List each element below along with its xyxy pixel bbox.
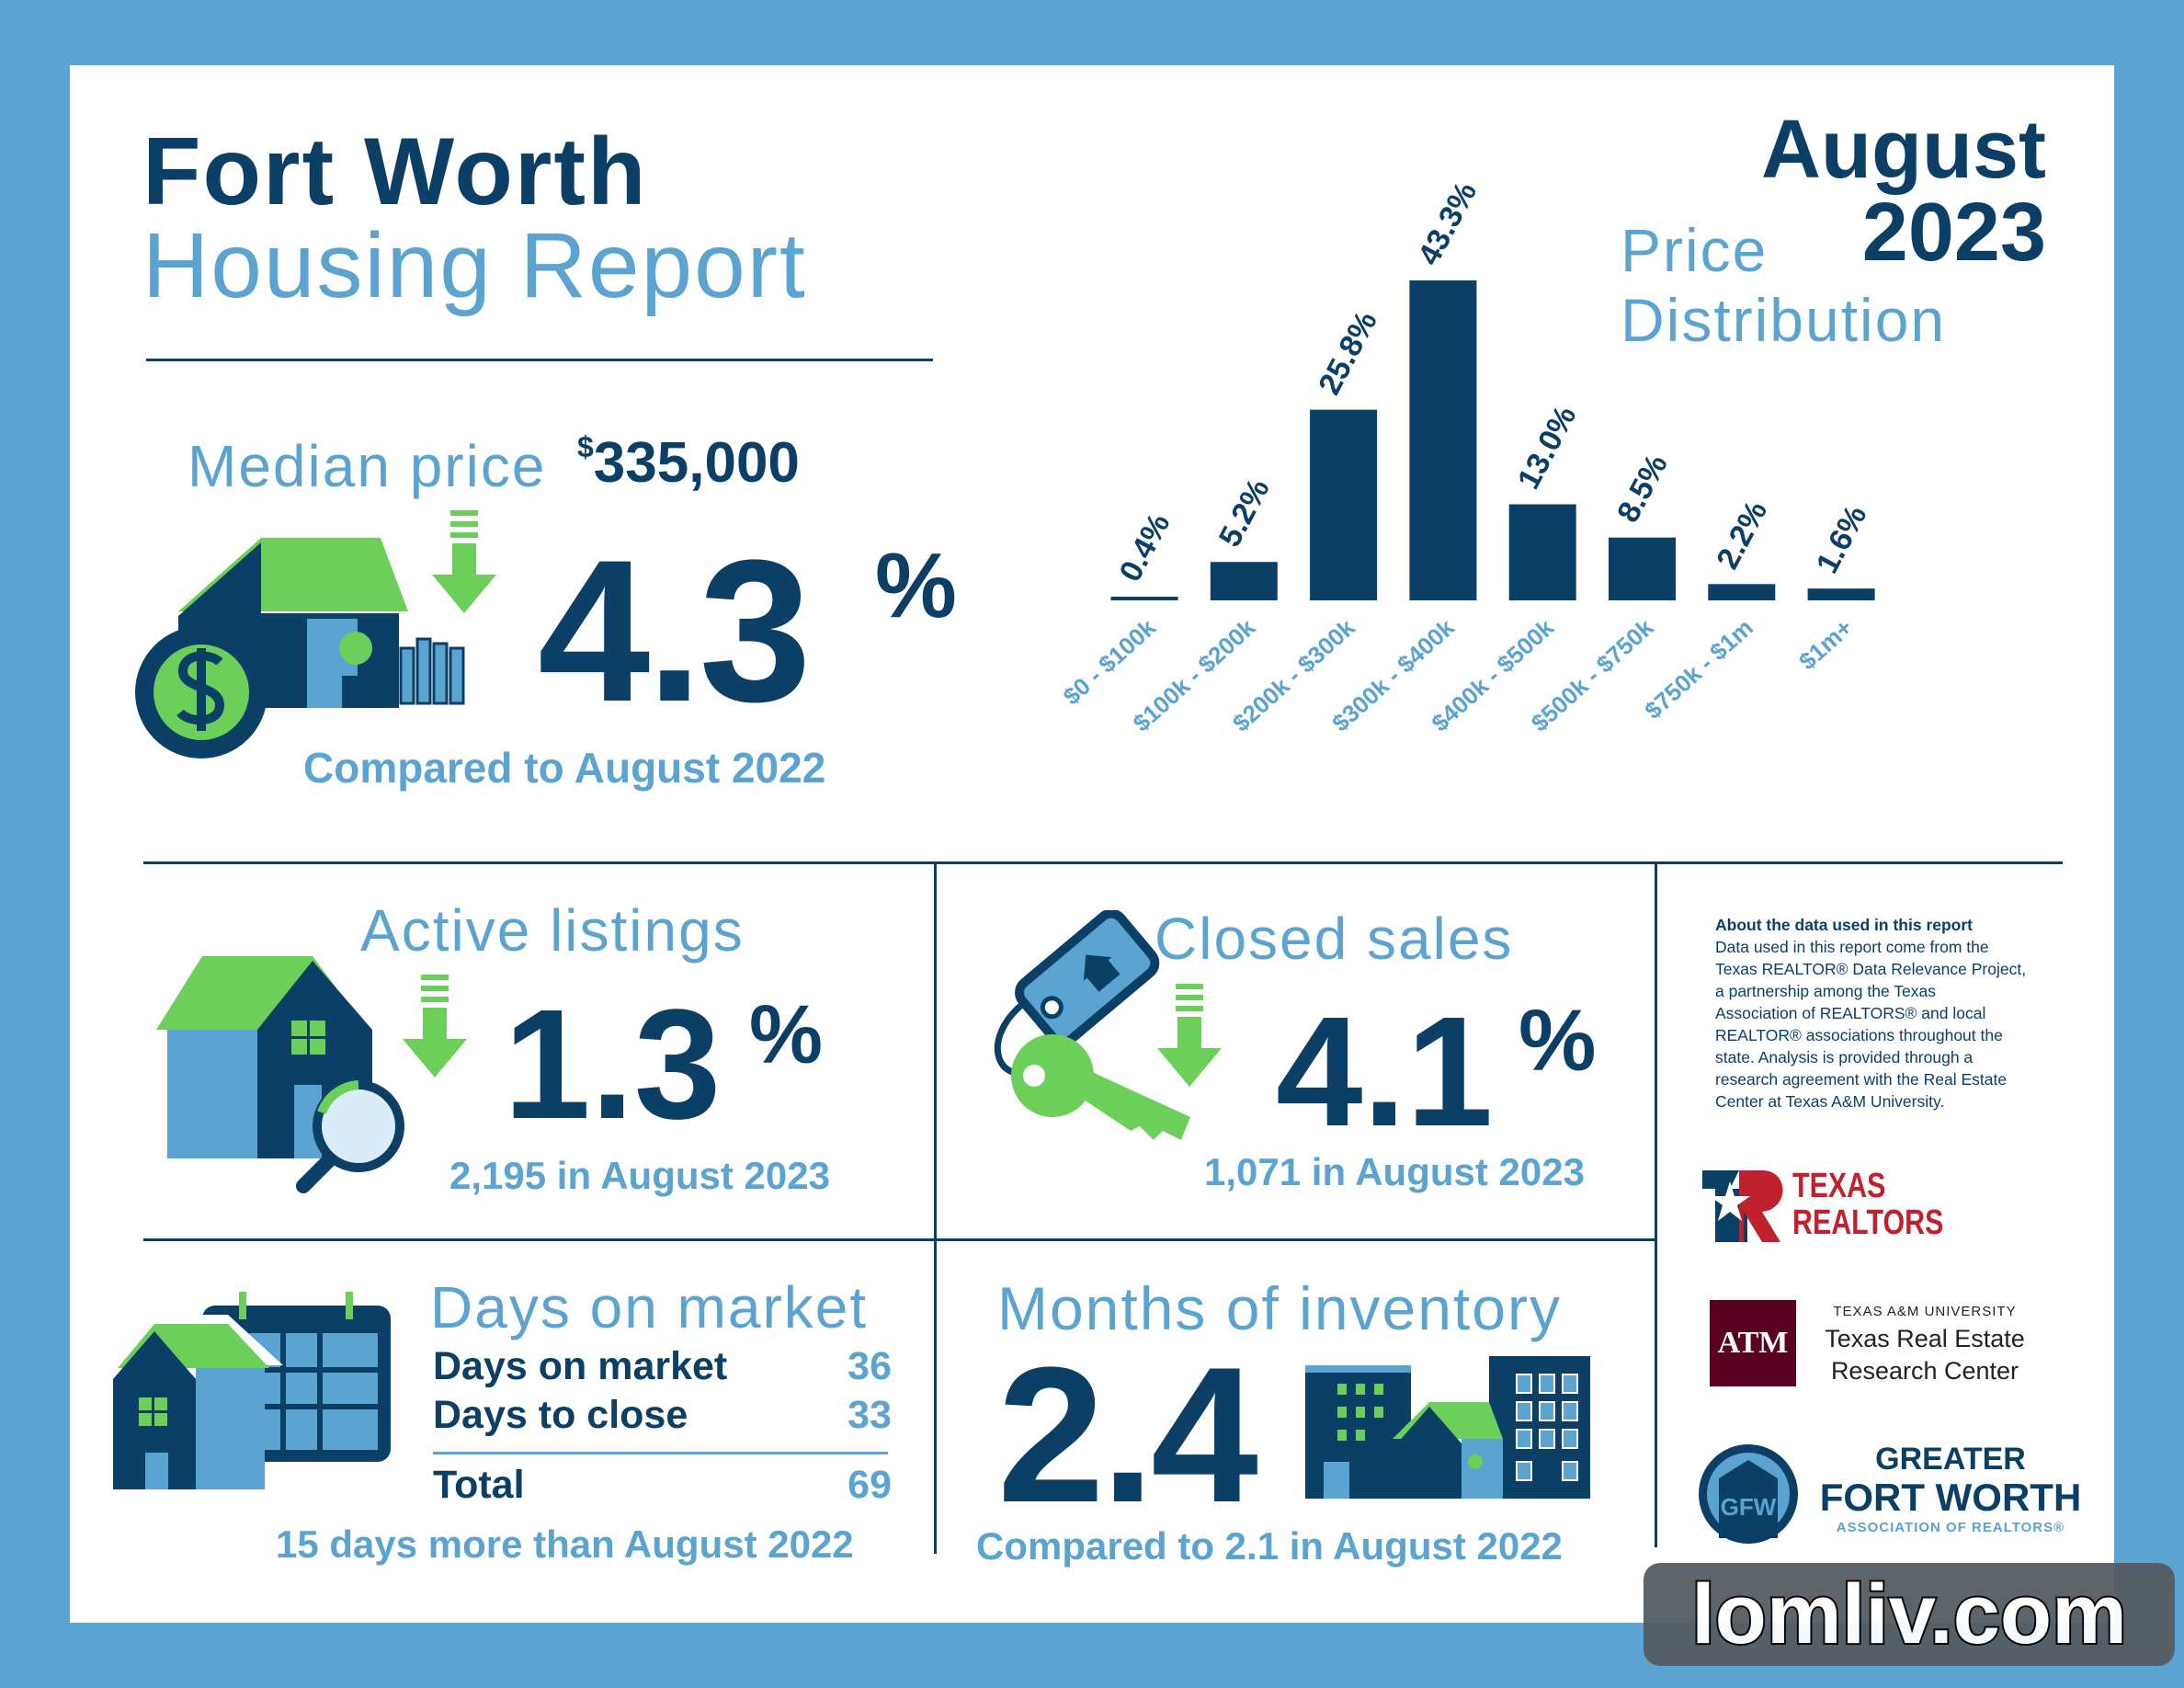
watermark: lomliv.com	[1644, 1563, 2175, 1666]
chart-title-line1: Price	[1621, 216, 1769, 284]
down-arrow-icon	[1157, 984, 1222, 1087]
tamu-line1: Texas Real Estate	[1825, 1325, 2025, 1352]
gfw-logo-mark: GFW	[1699, 1444, 1798, 1544]
column-divider	[934, 862, 937, 1554]
bar	[1110, 597, 1178, 600]
active-listings-title: Active listings	[360, 897, 745, 964]
bar-value-label: 13.0%	[1511, 400, 1584, 495]
calendar-house-icon	[108, 1292, 391, 1489]
about-line: REALTOR® associations throughout the	[1715, 1026, 2003, 1044]
bar-value-label: 8.5%	[1610, 449, 1675, 528]
about-heading: About the data used in this report	[1715, 916, 1974, 934]
inventory-compare-text: Compared to 2.1 in August 2022	[976, 1524, 1563, 1568]
down-arrow-icon	[403, 975, 467, 1078]
section-divider	[143, 861, 2063, 864]
bar-value-label: 5.2%	[1212, 473, 1277, 553]
median-price-label: Median price	[188, 433, 547, 499]
column-divider	[1655, 862, 1657, 1547]
total-divider	[433, 1452, 888, 1454]
dom-note: 15 days more than August 2022	[276, 1523, 854, 1566]
about-line: Association of REALTORS® and local	[1715, 1004, 1986, 1022]
median-compare-text: Compared to August 2022	[303, 744, 826, 792]
gfw-line1: GREATER	[1875, 1442, 2026, 1477]
svg-text:GFW: GFW	[1721, 1493, 1777, 1521]
category-label: $750k - $1m	[1639, 613, 1758, 724]
about-data-block: About the data used in this report Data …	[1715, 914, 2065, 1112]
category-label: $0 - $100k	[1058, 613, 1162, 711]
closed-sales-title: Closed sales	[1155, 906, 1514, 972]
dom-row-value: 33	[847, 1393, 892, 1437]
bar	[1807, 588, 1875, 600]
house-search-icon	[156, 956, 404, 1193]
median-change-value: 4.3	[538, 518, 812, 744]
tamu-line2: Research Center	[1830, 1357, 2019, 1385]
dom-row-label: Total	[433, 1463, 525, 1507]
closed-change-value: 4.1	[1276, 985, 1494, 1159]
watermark-text: lomliv.com	[1689, 1566, 2129, 1663]
bar	[1609, 537, 1676, 600]
gfw-line3: ASSOCIATION OF REALTORS®	[1836, 1520, 2065, 1535]
bar-value-label: 0.4%	[1113, 508, 1177, 587]
city-title: Fort Worth	[142, 119, 648, 225]
report-year: 2023	[1861, 187, 2046, 279]
currency-symbol: $	[577, 430, 594, 463]
gfw-logo-text: GREATER FORT WORTH ASSOCIATION OF REALTO…	[1803, 1442, 2098, 1537]
title-divider	[146, 359, 933, 361]
bar-value-label: 1.6%	[1810, 500, 1874, 579]
tamu-logo-text: TEXAS A&M UNIVERSITY Texas Real Estate R…	[1814, 1304, 2035, 1386]
bar-value-label: 25.8%	[1312, 305, 1384, 400]
texas-realtors-logo-text: TEXAS REALTORS	[1792, 1168, 1943, 1241]
dom-row-label: Days to close	[433, 1393, 688, 1437]
down-arrow-icon	[432, 510, 496, 613]
chart-title-line2: Distribution	[1621, 286, 1947, 354]
dom-row-value: 69	[847, 1463, 892, 1507]
category-label: $1m+	[1793, 613, 1858, 675]
dom-row-value: 36	[847, 1344, 892, 1388]
median-change-pct: %	[875, 534, 957, 637]
active-change-value: 1.3	[504, 977, 722, 1152]
about-line: a partnership among the Texas	[1715, 982, 1936, 1000]
tamu-logo-mark: ATM	[1710, 1300, 1796, 1386]
house-money-icon	[135, 538, 465, 758]
active-detail: 2,195 in August 2023	[449, 1154, 830, 1197]
bar	[1210, 562, 1278, 600]
texas-realtors-logo-mark	[1702, 1170, 1783, 1242]
about-line: state. Analysis is provided through a	[1715, 1048, 1974, 1066]
about-line: Texas REALTOR® Data Relevance Project,	[1715, 960, 2027, 978]
bar	[1708, 584, 1776, 600]
days-on-market-title: Days on market	[430, 1274, 869, 1340]
bar-value-label: 43.3%	[1411, 177, 1484, 271]
bar	[1310, 409, 1378, 600]
median-price-value: 335,000	[593, 431, 800, 495]
key-tag-icon	[995, 910, 1190, 1140]
buildings-icon	[1305, 1356, 1590, 1499]
gfw-line2: FORT WORTH	[1819, 1476, 2082, 1519]
closed-detail: 1,071 in August 2023	[1204, 1150, 1585, 1193]
closed-change-pct: %	[1519, 992, 1597, 1089]
section-divider	[143, 1238, 1655, 1241]
bar	[1508, 504, 1576, 600]
about-line: research agreement with the Real Estate	[1715, 1070, 2008, 1089]
about-line: Center at Texas A&M University.	[1715, 1092, 1945, 1111]
active-change-pct: %	[749, 989, 824, 1081]
texas-realtors-line: TEXAS	[1792, 1167, 1886, 1205]
about-line: Data used in this report come from the	[1715, 938, 1989, 956]
months-inventory-title: Months of inventory	[997, 1274, 1562, 1342]
report-month: August	[1761, 104, 2046, 196]
tamu-small: TEXAS A&M UNIVERSITY	[1833, 1304, 2017, 1319]
bar-value-label: 2.2%	[1710, 496, 1774, 575]
report-subtitle: Housing Report	[142, 214, 807, 317]
bar	[1409, 280, 1477, 600]
dom-row-label: Days on market	[433, 1344, 728, 1388]
texas-realtors-line: REALTORS	[1792, 1203, 1944, 1242]
months-inventory-value: 2.4	[997, 1327, 1258, 1543]
